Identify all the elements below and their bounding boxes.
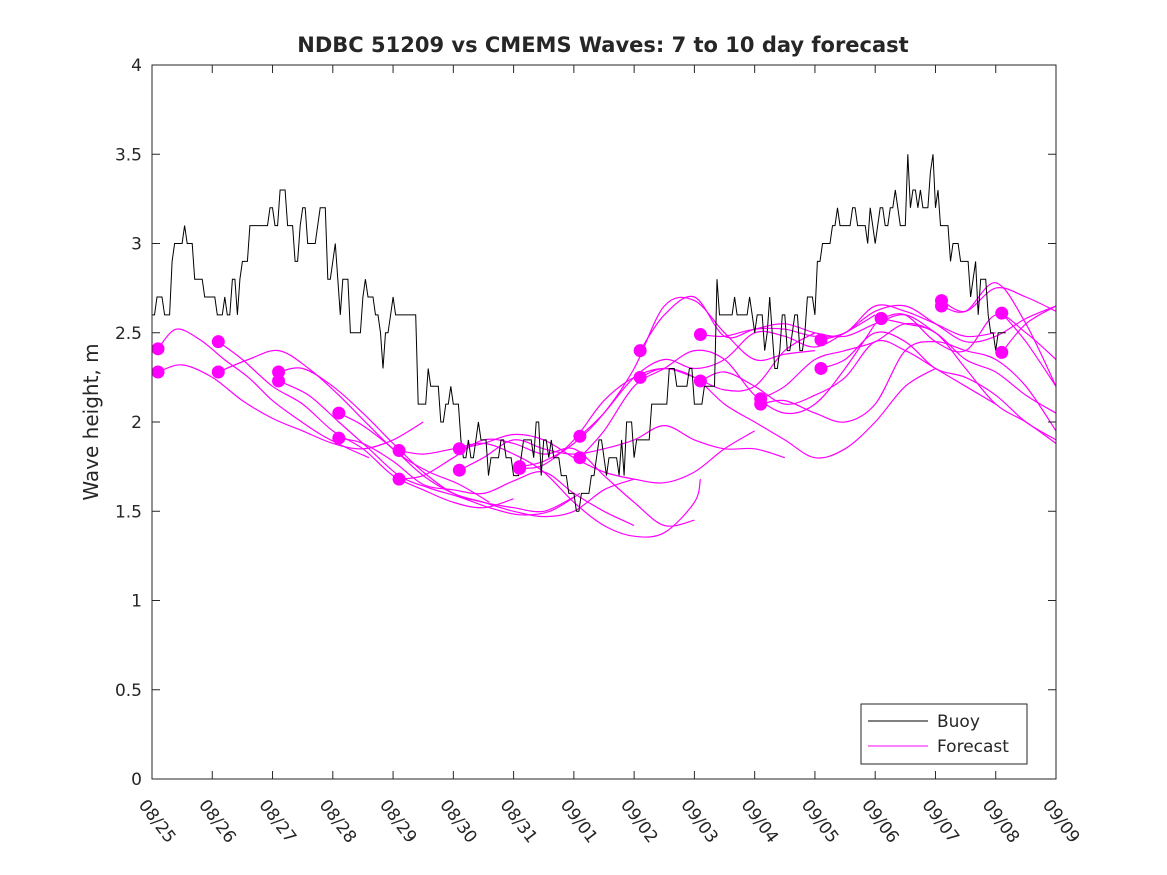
forecast-marker-11 xyxy=(452,463,466,477)
forecast-marker-13 xyxy=(513,461,527,475)
forecast-line-0 xyxy=(157,328,370,459)
forecast-line-21 xyxy=(760,341,1057,432)
forecast-line-29 xyxy=(1001,305,1057,353)
forecast-marker-14 xyxy=(573,429,587,443)
y-tick-label-0: 0 xyxy=(131,770,142,790)
y-tick-label-1: 0.5 xyxy=(115,681,142,701)
forecast-marker-1 xyxy=(151,365,165,379)
forecast-line-6 xyxy=(338,412,635,518)
axes-background xyxy=(152,65,1056,779)
forecast-line-23 xyxy=(820,331,1057,441)
forecast-marker-23 xyxy=(814,361,828,375)
y-axis-label: Wave height, m xyxy=(79,343,103,500)
forecast-marker-2 xyxy=(211,335,225,349)
forecast-marker-27 xyxy=(934,299,948,313)
forecast-line-10 xyxy=(459,430,756,484)
forecast-line-27 xyxy=(941,282,1057,387)
forecast-marker-21 xyxy=(754,397,768,411)
y-tick-label-2: 1 xyxy=(131,592,142,612)
forecast-marker-4 xyxy=(272,365,286,379)
forecast-line-17 xyxy=(639,367,936,459)
y-tick-label-5: 2.5 xyxy=(115,324,142,344)
forecast-marker-7 xyxy=(332,431,346,445)
forecast-line-9 xyxy=(399,438,695,527)
legend-forecast-label: Forecast xyxy=(937,737,1009,757)
forecast-marker-17 xyxy=(633,370,647,384)
legend-buoy-label: Buoy xyxy=(937,712,980,732)
forecast-marker-3 xyxy=(211,365,225,379)
forecast-marker-5 xyxy=(272,374,286,388)
forecast-line-26 xyxy=(941,287,1057,313)
y-tick-label-8: 4 xyxy=(131,56,142,76)
chart-title: NDBC 51209 vs CMEMS Waves: 7 to 10 day f… xyxy=(297,33,908,57)
legend-box xyxy=(860,703,1028,765)
forecast-marker-8 xyxy=(392,444,406,458)
forecast-marker-6 xyxy=(332,406,346,420)
forecast-marker-18 xyxy=(693,328,707,342)
forecast-marker-9 xyxy=(392,472,406,486)
forecast-marker-29 xyxy=(995,345,1009,359)
y-tick-label-4: 2 xyxy=(131,413,142,433)
forecast-line-15 xyxy=(579,323,876,459)
forecast-line-22 xyxy=(820,304,1057,343)
forecast-marker-0 xyxy=(151,342,165,356)
buoy-line xyxy=(152,154,1006,512)
forecast-line-7 xyxy=(338,437,635,527)
forecast-line-28 xyxy=(1001,312,1057,387)
y-tick-label-7: 3.5 xyxy=(115,145,142,165)
forecast-line-24 xyxy=(881,317,1057,444)
legend: Buoy Forecast xyxy=(860,703,1028,765)
forecast-marker-15 xyxy=(573,451,587,465)
buoy-line-group xyxy=(152,154,1006,512)
forecast-line-4 xyxy=(278,367,575,513)
forecast-line-2 xyxy=(217,341,514,509)
forecast-line-12 xyxy=(519,296,815,468)
forecast-line-25 xyxy=(881,313,1057,360)
forecast-marker-25 xyxy=(874,311,888,325)
forecast-marker-10 xyxy=(452,442,466,456)
forecast-marker-28 xyxy=(995,306,1009,320)
y-tick-label-3: 1.5 xyxy=(115,502,142,522)
forecast-line-1 xyxy=(157,364,424,450)
forecast-line-3 xyxy=(218,349,490,503)
y-tick-label-6: 3 xyxy=(131,235,142,255)
forecast-line-11 xyxy=(459,424,785,471)
forecast-marker-22 xyxy=(814,333,828,347)
y-axis-ticks: 0 0.5 1 1.5 2 2.5 3 3.5 4 xyxy=(115,56,1056,790)
forecast-line-19 xyxy=(700,339,997,405)
forecast-line-8 xyxy=(399,442,701,538)
forecast-marker-19 xyxy=(693,374,707,388)
forecast-marker-16 xyxy=(633,344,647,358)
forecast-markers xyxy=(151,294,1009,486)
